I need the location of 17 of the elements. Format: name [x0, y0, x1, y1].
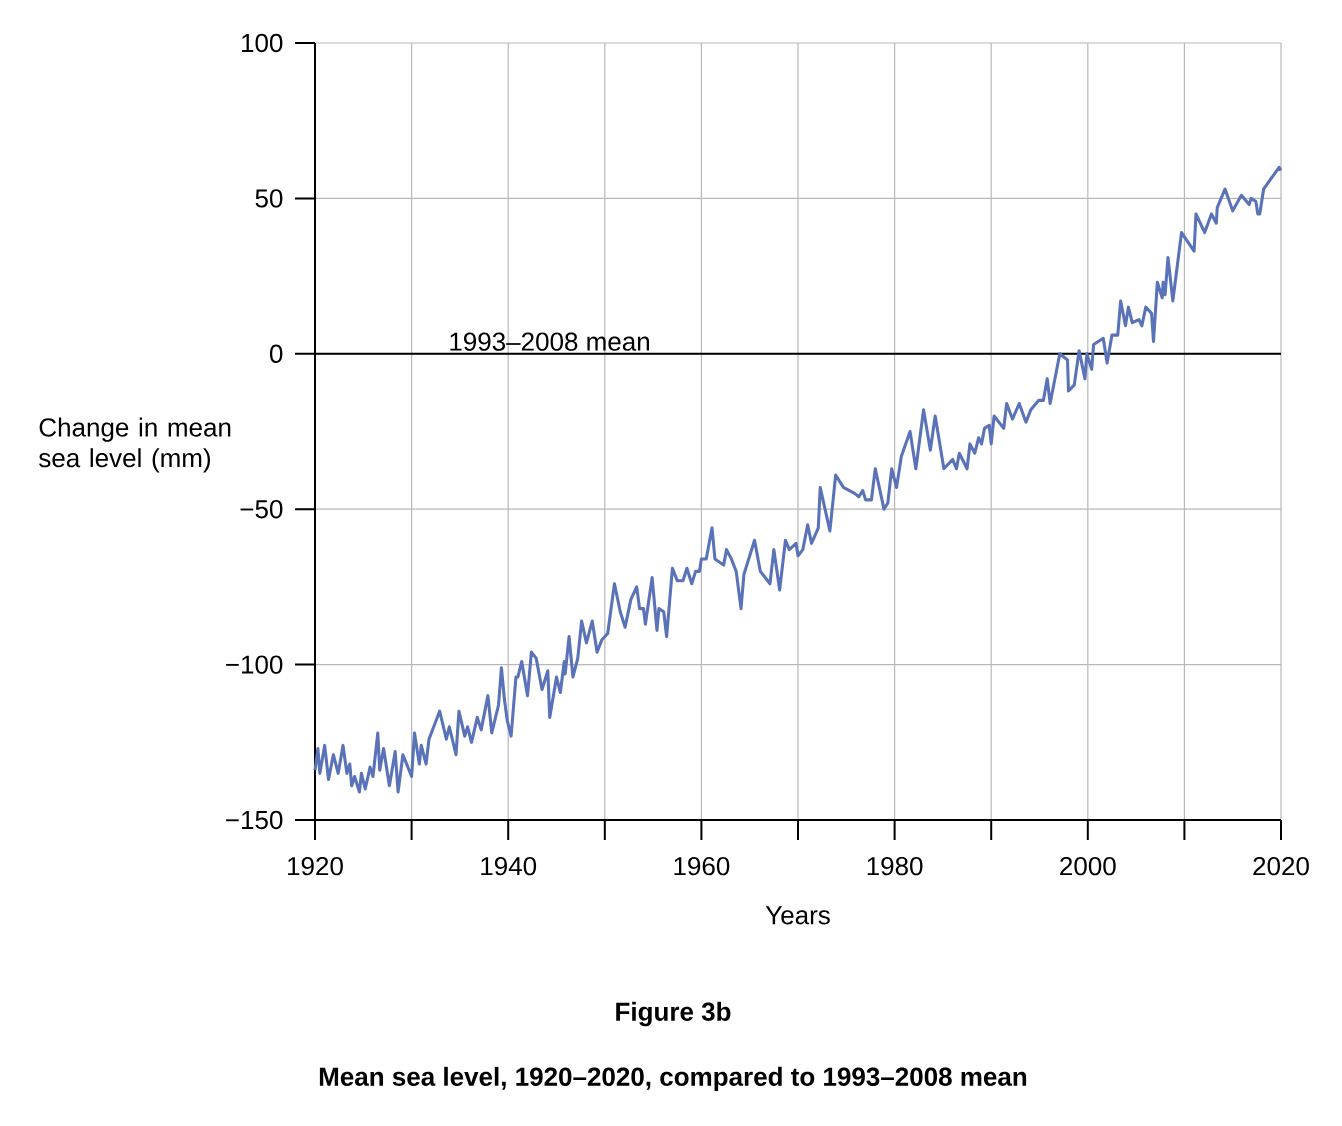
x-tick-label: 1960 — [674, 856, 730, 876]
y-tick-label: −50 — [240, 499, 283, 519]
x-tick-label: 2020 — [1253, 856, 1309, 876]
x-tick-label: 1980 — [867, 856, 923, 876]
y-axis-title: Change in mean sea level (mm) — [39, 417, 231, 473]
x-tick-label: 2000 — [1060, 856, 1116, 876]
x-tick-label: 1920 — [288, 856, 343, 876]
text: Mean sea level, 1920–2020, compared to 1993–2008 mean — [319, 1066, 1027, 1092]
y-tick-label: −100 — [226, 655, 283, 674]
y-tick-label: 0 — [269, 344, 283, 363]
y-tick-label: −150 — [226, 810, 283, 830]
x-axis-title: Years — [765, 906, 830, 925]
y-tick-label: 100 — [242, 33, 283, 53]
text: Figure 3b — [616, 1001, 731, 1027]
ref-line-label: 1993–2008 mean — [450, 332, 649, 351]
x-tick-label: 1940 — [481, 856, 537, 876]
y-tick-label: 50 — [255, 189, 283, 208]
